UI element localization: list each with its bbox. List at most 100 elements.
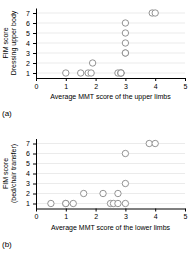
annotation: (a)	[2, 109, 12, 118]
tick-mark	[33, 184, 36, 185]
grid-line	[36, 163, 185, 164]
tick: 5	[184, 209, 188, 221]
point	[146, 140, 152, 146]
point	[78, 70, 84, 76]
grid	[36, 13, 185, 73]
point	[122, 50, 128, 56]
grid-line	[36, 43, 185, 44]
tick-mark	[185, 209, 186, 212]
tick-label: 7	[26, 140, 30, 147]
tick-mark	[155, 209, 156, 212]
tick: 5	[26, 160, 36, 167]
panel: 0123451234567Average MMT score of the up…	[26, 9, 187, 102]
tick-label: 6	[26, 20, 30, 27]
tick: 0	[35, 209, 39, 221]
tick: 2	[94, 78, 98, 90]
tick: 2	[26, 190, 36, 197]
point	[122, 50, 128, 56]
y-axis-label: FIM score(bed/chair transfer)	[2, 144, 18, 203]
point	[70, 200, 76, 206]
x-axis: 012345	[35, 209, 188, 221]
point	[80, 190, 86, 196]
point	[118, 70, 124, 76]
x-axis: 0 1 2 3 4 5	[35, 78, 188, 90]
point	[115, 190, 121, 196]
tick: 5	[26, 30, 36, 37]
point	[63, 200, 69, 206]
tick-label: 0	[35, 83, 39, 90]
points	[48, 140, 159, 206]
tick-mark	[33, 43, 36, 44]
tick-label: 4	[26, 170, 30, 177]
grid-line	[36, 183, 185, 184]
tick-mark	[33, 33, 36, 34]
tick-mark	[33, 164, 36, 165]
tick-mark	[33, 63, 36, 64]
annotation: (b)	[2, 240, 12, 249]
tick-mark	[155, 78, 156, 81]
axis-line	[36, 139, 37, 209]
tick: 1	[26, 200, 36, 207]
tick-label: 4	[154, 83, 158, 90]
tick: 5	[184, 78, 188, 90]
tick-label: 3	[124, 83, 128, 90]
point	[122, 150, 128, 156]
tick: 2	[26, 60, 36, 67]
tick-label: 3	[26, 180, 30, 187]
tick-label: 5	[184, 83, 188, 90]
tick-mark	[33, 194, 36, 195]
tick-label: 1	[26, 200, 30, 207]
grid-line	[36, 73, 185, 74]
point	[122, 180, 128, 186]
y-axis: 1234567	[26, 9, 36, 79]
tick-mark	[33, 73, 36, 74]
grid-line	[36, 63, 185, 64]
tick: 4	[154, 78, 158, 90]
points	[63, 10, 159, 76]
tick: 2	[94, 209, 98, 221]
tick-label: 3	[124, 213, 128, 220]
panel: 0123451234567Average MMT score of the lo…	[26, 139, 187, 232]
axis-line	[37, 78, 186, 79]
point	[48, 200, 54, 206]
point	[152, 10, 158, 16]
point	[88, 70, 94, 76]
tick-mark	[66, 78, 67, 81]
grid-line	[36, 13, 185, 14]
grid-line	[36, 143, 185, 144]
tick: 1	[64, 78, 68, 90]
point	[115, 200, 121, 206]
point	[63, 70, 69, 76]
grid-line	[36, 53, 185, 54]
y-axis-label: FIM scoreDressing upper body	[2, 10, 18, 75]
tick: 4	[154, 209, 158, 221]
point	[63, 200, 69, 206]
tick-mark	[33, 13, 36, 14]
tick: 7	[26, 10, 36, 17]
grid-line	[36, 193, 185, 194]
tick-mark	[96, 209, 97, 212]
point	[89, 60, 95, 66]
tick-mark	[96, 78, 97, 81]
tick: 3	[124, 78, 128, 90]
axis-line	[36, 9, 37, 79]
point	[122, 30, 128, 36]
figure: 0123451234567Average MMT score of the up…	[0, 0, 193, 261]
tick-mark	[33, 174, 36, 175]
tick: 0	[35, 78, 39, 90]
point	[122, 200, 128, 206]
tick-label: 6	[26, 150, 30, 157]
point	[152, 140, 158, 146]
tick-label: 1	[26, 70, 30, 77]
point	[118, 70, 124, 76]
tick-label: 7	[26, 10, 30, 17]
tick-mark	[33, 23, 36, 24]
axis-line	[37, 209, 186, 210]
tick-label: 2	[26, 190, 30, 197]
tick-mark	[125, 78, 126, 81]
tick: 3	[26, 50, 36, 57]
tick-mark	[125, 209, 126, 212]
point	[122, 40, 128, 46]
tick-label: 0	[35, 213, 39, 220]
tick: 1	[26, 70, 36, 77]
